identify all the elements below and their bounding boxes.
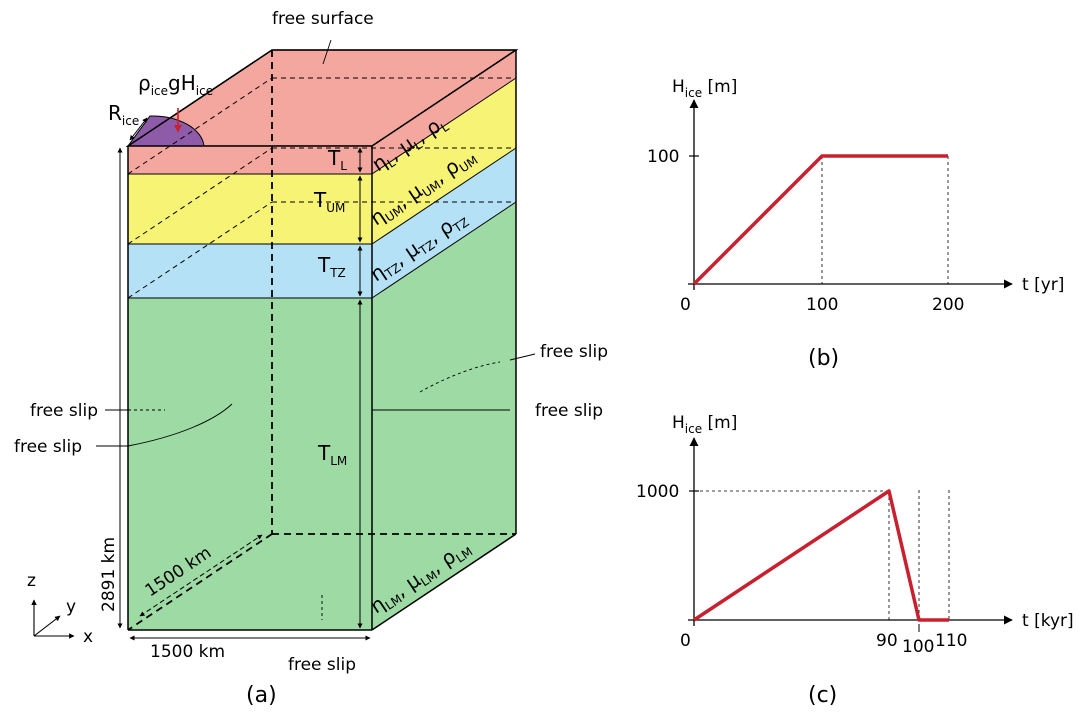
right-face-lithosphere bbox=[372, 50, 516, 174]
width-label: 1500 km bbox=[150, 642, 225, 662]
thickness-label-lower-mantle: TLM bbox=[317, 441, 347, 468]
panel-c-xtick-90: 90 bbox=[876, 631, 898, 651]
right-face-lower-mantle bbox=[372, 202, 516, 630]
free-slip-right-upper: free slip bbox=[540, 342, 608, 362]
dimension-arrows bbox=[117, 117, 371, 641]
panel-c-chart bbox=[688, 437, 1013, 632]
right-face-transition-zone bbox=[372, 148, 516, 298]
panel-c-ylabel: Hice [m] bbox=[672, 413, 737, 436]
panel-a-box bbox=[125, 49, 519, 631]
axis-x-label: x bbox=[83, 627, 93, 647]
free-slip-bottom: free slip bbox=[288, 655, 356, 675]
panel-c-xtick-0: 0 bbox=[680, 631, 691, 651]
panel-c-load-curve bbox=[693, 489, 949, 622]
depth-label: 2891 km bbox=[99, 537, 119, 612]
thickness-label-transition-zone: TTZ bbox=[317, 253, 346, 280]
front-face-upper-mantle bbox=[128, 174, 372, 244]
ice-load-label: ρicegHice bbox=[138, 71, 213, 98]
axis-z-label: z bbox=[27, 571, 36, 591]
coordinate-axes bbox=[31, 599, 75, 639]
thickness-label-lithosphere: TL bbox=[327, 146, 347, 173]
panel-b-xtick-200: 200 bbox=[932, 295, 964, 315]
ice-radius-label: Rice bbox=[108, 101, 139, 128]
free-slip-right-outer: free slip bbox=[535, 401, 603, 421]
panel-b-xtick-100: 100 bbox=[806, 295, 838, 315]
radius-arrow bbox=[129, 117, 148, 141]
panel-b-ylabel: Hice [m] bbox=[672, 77, 737, 100]
axis-y-label: y bbox=[66, 597, 76, 617]
panel-c-xlabel: t [kyr] bbox=[1022, 611, 1074, 631]
panel-b-ytick-label-100: 100 bbox=[647, 147, 679, 167]
panel-a-caption: (a) bbox=[246, 683, 277, 708]
free-slip-left-outer: free slip bbox=[30, 401, 98, 421]
panel-b-xlabel: t [yr] bbox=[1022, 275, 1064, 295]
panel-b-load-curve bbox=[692, 154, 948, 286]
thickness-label-upper-mantle: TUM bbox=[313, 188, 345, 215]
panel-c-caption: (c) bbox=[808, 683, 837, 708]
free-surface-label: free surface bbox=[272, 9, 374, 29]
front-face-lithosphere bbox=[128, 146, 372, 174]
props-transition-zone: ηTZ, μTZ, ρTZ bbox=[365, 205, 471, 288]
panel-b-xtick-0: 0 bbox=[680, 295, 691, 315]
panel-c-xtick-100: 100 bbox=[902, 637, 934, 657]
panel-c-xtick-110: 110 bbox=[935, 631, 967, 651]
panel-b-caption: (b) bbox=[808, 346, 839, 371]
panel-b-chart bbox=[688, 99, 1013, 290]
leader-lines bbox=[96, 39, 536, 620]
free-slip-left-lower: free slip bbox=[14, 437, 82, 457]
depth-axis-arrow bbox=[139, 534, 263, 617]
panel-c-ytick-label-1000: 1000 bbox=[636, 482, 679, 502]
